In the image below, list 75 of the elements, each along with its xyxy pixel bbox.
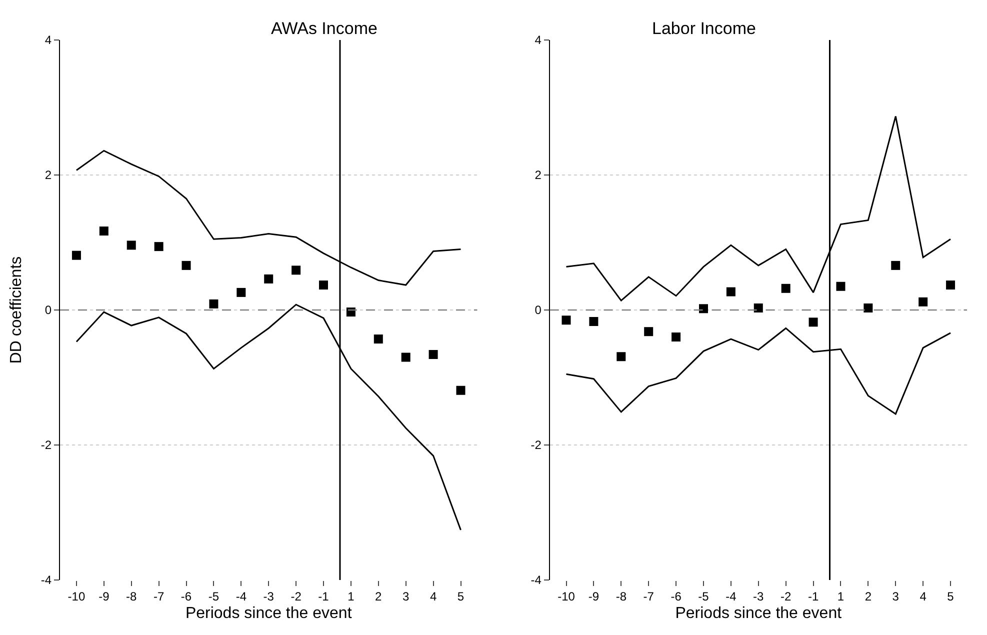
x-axis-title: Periods since the event [675,605,842,622]
point [154,242,164,252]
point [946,280,956,290]
point [264,274,274,284]
point [781,284,790,293]
x-tick-label: 3 [402,589,410,604]
point [864,303,873,312]
x-tick-label: 5 [947,589,954,604]
point [644,327,654,336]
x-tick-label: -9 [98,589,110,604]
x-tick-label: -2 [290,589,302,604]
y-tick-label: -2 [530,438,542,452]
y-tick-label: -2 [40,438,52,452]
x-tick-label: 4 [430,589,437,604]
point [808,318,818,327]
x-tick-label: -2 [780,589,792,604]
x-tick-label: 1 [348,589,355,604]
point [209,299,218,308]
y-tick-label: 4 [534,33,542,48]
x-tick-label: -7 [153,589,164,604]
x-tick-label: -7 [643,589,654,604]
x-tick-label: -8 [126,589,138,604]
x-tick-label: 5 [457,589,464,604]
point [72,250,81,260]
point [126,240,136,250]
point [428,350,438,360]
x-tick-label: -5 [698,589,710,604]
x-axis-title: Periods since the event [185,605,352,622]
y-tick-label: -4 [40,573,52,588]
y-tick-label: -4 [530,573,542,588]
x-tick-label: -5 [208,589,220,604]
x-tick-label: -4 [726,589,737,604]
y-tick-label: 0 [44,303,52,318]
x-tick-label: 3 [892,589,900,604]
x-tick-label: -4 [236,589,247,604]
point [236,288,246,297]
point [292,266,301,275]
x-tick-label: -1 [318,589,330,604]
chart-title: Labor Income [652,19,756,38]
x-tick-label: 2 [375,589,382,604]
point [589,316,598,326]
y-axis-title: DD coefficients [8,256,25,364]
chart-title: AWAs Income [271,19,378,38]
point [754,303,763,312]
point [401,352,410,362]
x-tick-label: -1 [808,589,819,604]
x-tick-label: -3 [753,589,764,604]
x-tick-label: -6 [670,589,682,604]
point [182,260,191,270]
y-tick-label: 2 [534,168,542,182]
point [319,280,328,290]
point [456,386,466,395]
y-tick-label: 0 [534,303,542,318]
x-tick-label: -9 [588,589,600,604]
x-tick-label: -10 [68,589,86,604]
y-tick-label: 2 [44,168,52,182]
point [99,226,108,236]
x-tick-label: 1 [837,589,844,604]
point [616,352,626,362]
x-tick-label: 2 [864,589,872,604]
x-tick-label: -6 [180,589,192,604]
point [891,260,900,270]
x-tick-label: -8 [616,589,627,604]
x-tick-label: -3 [263,589,274,604]
point [726,287,736,296]
x-tick-label: 4 [920,589,927,604]
point [672,332,681,342]
point [836,282,846,291]
y-tick-label: 4 [44,33,52,48]
point [698,304,708,314]
point [346,308,356,317]
point [562,316,571,325]
x-tick-label: -10 [558,589,576,604]
point [918,297,928,306]
point [374,334,383,344]
